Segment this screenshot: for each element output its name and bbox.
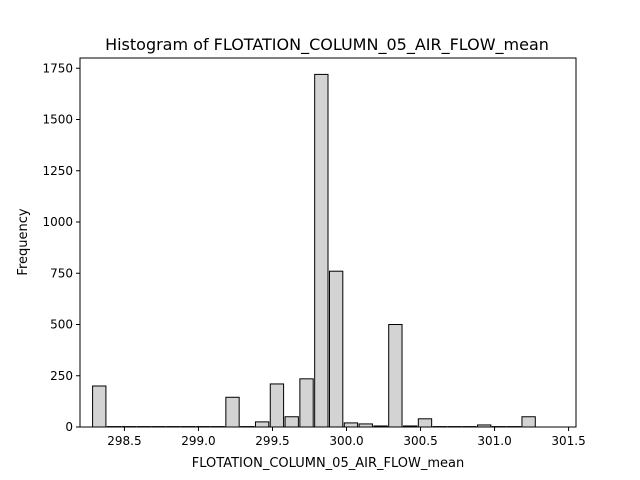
x-tick-label: 299.0 xyxy=(181,434,215,448)
histogram-bar xyxy=(388,324,403,428)
histogram-bar xyxy=(299,378,314,428)
x-tick-label: 301.5 xyxy=(551,434,585,448)
y-tick-label: 0 xyxy=(65,420,73,434)
y-tick-label: 1500 xyxy=(42,113,73,127)
histogram-bar xyxy=(284,416,299,428)
x-tick-label: 300.0 xyxy=(329,434,363,448)
y-tick-label: 1000 xyxy=(42,215,73,229)
histogram-bar xyxy=(92,385,107,428)
histogram-bar xyxy=(269,383,285,428)
histogram-bar xyxy=(254,421,270,428)
y-tick-label: 1250 xyxy=(42,164,73,178)
y-tick-label: 250 xyxy=(50,369,73,383)
x-axis-label: FLOTATION_COLUMN_05_AIR_FLOW_mean xyxy=(192,456,464,471)
y-tick-label: 1750 xyxy=(42,61,73,75)
x-axis-ticks: 298.5 299.0 299.5 300.0 300.5 301.0 301.5 xyxy=(107,427,586,448)
x-tick-label: 298.5 xyxy=(107,434,141,448)
chart-title: Histogram of FLOTATION_COLUMN_05_AIR_FLO… xyxy=(105,35,549,55)
histogram-bar xyxy=(417,418,433,428)
histogram-bar xyxy=(328,270,344,428)
y-axis-ticks: 0 250 500 750 1000 1250 1500 1750 xyxy=(42,61,80,434)
y-tick-label: 500 xyxy=(50,318,73,332)
histogram-bar xyxy=(521,416,536,428)
histogram-bar xyxy=(314,73,329,428)
histogram-bar xyxy=(343,422,359,428)
plot-frame xyxy=(79,57,577,428)
histogram-bar xyxy=(225,396,240,428)
y-tick-label: 750 xyxy=(50,266,73,280)
bars-group xyxy=(92,73,536,428)
x-tick-label: 301.0 xyxy=(477,434,511,448)
y-axis-label: Frequency xyxy=(16,208,31,275)
x-tick-label: 299.5 xyxy=(255,434,289,448)
x-tick-label: 300.5 xyxy=(403,434,437,448)
